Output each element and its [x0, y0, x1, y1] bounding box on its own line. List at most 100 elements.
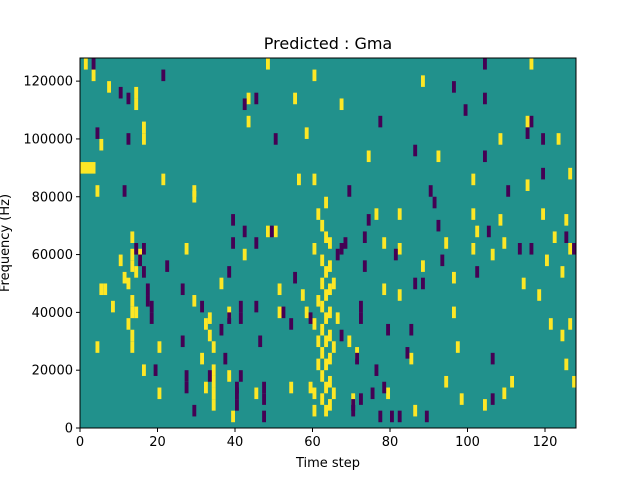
- heatmap-cell-high: [134, 98, 139, 111]
- heatmap-cell-low: [227, 266, 232, 278]
- low-value-cells: [91, 58, 577, 423]
- heatmap-cell-high: [320, 300, 325, 313]
- heatmap-cell-high: [328, 329, 332, 342]
- heatmap-cell-low: [529, 115, 534, 128]
- heatmap-cell-high: [91, 69, 96, 82]
- heatmap-cell-high: [184, 243, 189, 255]
- heatmap-cell-high: [324, 312, 329, 324]
- heatmap-cell-low: [161, 69, 166, 82]
- heatmap-cell-low: [262, 381, 267, 394]
- heatmap-cell-low: [231, 214, 236, 226]
- heatmap-cell-high: [374, 208, 379, 220]
- x-tick-label: 0: [76, 435, 84, 450]
- heatmap-cell-high: [510, 375, 515, 388]
- heatmap-cell-high: [320, 393, 325, 405]
- heatmap-cell-high: [320, 254, 325, 267]
- heatmap-cell-high: [498, 133, 503, 145]
- heatmap-cell-high: [211, 364, 216, 376]
- heatmap-cell-low: [483, 150, 487, 163]
- x-tick-label: 20: [149, 435, 166, 450]
- heatmap-cell-high: [452, 271, 456, 284]
- heatmap-cell-low: [393, 248, 398, 261]
- heatmap-cell-high: [525, 115, 530, 128]
- heatmap-cell-low: [238, 300, 243, 313]
- heatmap-cell-low: [428, 185, 433, 197]
- heatmap-cell-low: [180, 283, 185, 296]
- heatmap-cell-high: [328, 306, 332, 319]
- heatmap-cell-high: [537, 289, 542, 301]
- heatmap-cell-high: [560, 329, 565, 342]
- heatmap-cell-low: [192, 404, 197, 417]
- heatmap-cell-low: [378, 115, 383, 128]
- heatmap-cell-high: [99, 138, 104, 151]
- heatmap-cell-low: [424, 410, 429, 423]
- heatmap-cell-low: [463, 104, 468, 116]
- heatmap-cell-high: [300, 289, 305, 301]
- heatmap-cell-high: [304, 127, 309, 139]
- heatmap-cell-high: [328, 399, 332, 411]
- heatmap-cell-high: [312, 69, 317, 82]
- heatmap-cell-high: [122, 271, 127, 284]
- heatmap-cell-high: [444, 237, 449, 249]
- heatmap-cell-high: [242, 248, 247, 261]
- heatmap-cell-high: [130, 306, 135, 319]
- heatmap-cell-high: [207, 329, 212, 342]
- heatmap-cell-high: [142, 133, 146, 145]
- heatmap-cell-high: [130, 260, 135, 272]
- heatmap-cell-high: [142, 121, 146, 134]
- heatmap-cell-low: [262, 410, 267, 423]
- heatmap-cell-low: [293, 271, 298, 284]
- heatmap-cell-low: [134, 243, 139, 255]
- heatmap-cell-high: [328, 260, 332, 272]
- heatmap-cell-high: [312, 243, 317, 255]
- heatmap-cell-high: [498, 214, 503, 226]
- heatmap-cell-low: [413, 144, 418, 157]
- heatmap-cell-high: [134, 266, 139, 278]
- heatmap-cell-low: [490, 393, 495, 405]
- heatmap-cell-high: [572, 375, 577, 388]
- heatmap-cell-high: [324, 231, 329, 243]
- heatmap-cell-high: [134, 86, 139, 99]
- heatmap-cell-low: [374, 364, 379, 376]
- heatmap-cell-high: [126, 318, 131, 330]
- heatmap-cell-high: [324, 196, 329, 209]
- heatmap-cell-high: [316, 295, 321, 307]
- heatmap-cell-high: [273, 225, 278, 238]
- heatmap-cell-low: [572, 243, 577, 255]
- heatmap-cell-high: [320, 323, 325, 336]
- heatmap-cell-low: [254, 300, 259, 313]
- heatmap-cell-high: [324, 358, 329, 371]
- heatmap-cell-high: [211, 387, 216, 400]
- heatmap-cell-low: [359, 312, 363, 324]
- heatmap-cell-low: [238, 312, 243, 324]
- heatmap-cell-high: [192, 295, 197, 307]
- heatmap-cell-low: [517, 243, 522, 255]
- heatmap-cell-low: [529, 243, 534, 255]
- heatmap-cell-high: [142, 364, 146, 376]
- heatmap-cell-high: [471, 208, 476, 220]
- heatmap-cell-high: [320, 347, 325, 359]
- heatmap-cell-high: [397, 289, 402, 301]
- heatmap-cell-low: [258, 335, 263, 348]
- y-axis: 0 20000 40000 60000 80000 100000 120000: [23, 75, 80, 437]
- heatmap-cell-high: [312, 404, 317, 417]
- heatmap-cell-high: [192, 190, 197, 203]
- heatmap-cell-high: [227, 370, 232, 382]
- x-tick-label: 40: [227, 435, 244, 450]
- heatmap-cell-high: [335, 312, 340, 324]
- heatmap-cell-high: [331, 341, 336, 353]
- heatmap-cell-low: [564, 231, 569, 243]
- heatmap-cell-high: [126, 277, 131, 290]
- heatmap-cell-high: [444, 375, 449, 388]
- heatmap-cell-low: [200, 300, 205, 313]
- heatmap-cell-low: [223, 352, 228, 365]
- heatmap-cell-high: [204, 381, 208, 394]
- heatmap-cell-high: [331, 277, 336, 290]
- heatmap-cell-low: [413, 277, 418, 290]
- heatmap-cell-high: [103, 283, 108, 296]
- heatmap-cell-low: [269, 225, 274, 238]
- heatmap-cell-low: [254, 92, 259, 105]
- heatmap-cell-high: [568, 318, 573, 330]
- heatmap-cell-high: [421, 260, 425, 272]
